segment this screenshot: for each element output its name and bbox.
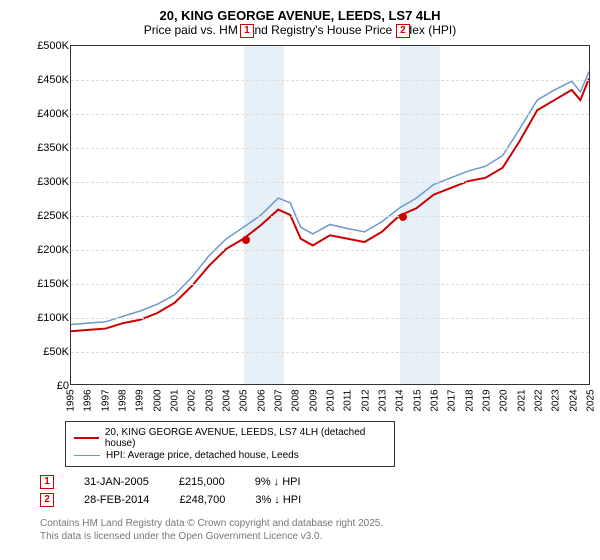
x-tick-label: 2009 [308,389,319,411]
y-tick-label: £450K [29,74,69,86]
legend-item-hpi: HPI: Average price, detached house, Leed… [74,450,386,461]
legend: 20, KING GEORGE AVENUE, LEEDS, LS7 4LH (… [65,421,395,467]
x-tick-label: 1997 [100,389,111,411]
x-tick-label: 2007 [274,389,285,411]
x-tick-label: 2000 [152,389,163,411]
x-tick-label: 2012 [360,389,371,411]
chart-subtitle: Price paid vs. HM Land Registry's House … [10,23,590,37]
gridline [71,352,589,353]
legend-item-price-paid: 20, KING GEORGE AVENUE, LEEDS, LS7 4LH (… [74,427,386,449]
x-tick-label: 2001 [170,389,181,411]
gridline [71,182,589,183]
x-tick-label: 1999 [135,389,146,411]
x-tick-label: 2020 [499,389,510,411]
sale-price: £248,700 [179,494,225,506]
y-tick-label: £100K [29,312,69,324]
x-tick-label: 2018 [464,389,475,411]
plot-region: £0£50K£100K£150K£200K£250K£300K£350K£400… [70,45,590,385]
chart-marker-label: 1 [240,24,254,38]
gridline [71,114,589,115]
sale-row: 2 28-FEB-2014 £248,700 3% ↓ HPI [40,493,590,507]
legend-label: HPI: Average price, detached house, Leed… [106,450,299,461]
chart-marker-label: 2 [396,24,410,38]
x-tick-label: 2014 [395,389,406,411]
sale-marker-icon: 1 [40,475,54,489]
x-tick-label: 2005 [239,389,250,411]
x-tick-label: 2019 [482,389,493,411]
series-price_paid [71,78,589,331]
x-tick-label: 2003 [204,389,215,411]
gridline [71,284,589,285]
gridline [71,250,589,251]
attribution-line: This data is licensed under the Open Gov… [40,530,590,543]
attribution: Contains HM Land Registry data © Crown c… [40,517,590,543]
x-tick-label: 2023 [551,389,562,411]
x-tick-label: 2002 [187,389,198,411]
sale-delta: 9% ↓ HPI [255,476,301,488]
sale-price: £215,000 [179,476,225,488]
x-tick-label: 2006 [256,389,267,411]
legend-swatch [74,455,100,456]
y-tick-label: £400K [29,108,69,120]
x-tick-label: 2021 [516,389,527,411]
x-tick-label: 2024 [568,389,579,411]
legend-label: 20, KING GEORGE AVENUE, LEEDS, LS7 4LH (… [105,427,386,449]
sale-data-rows: 1 31-JAN-2005 £215,000 9% ↓ HPI 2 28-FEB… [40,475,590,507]
y-tick-label: £200K [29,244,69,256]
chart-svg [71,46,589,384]
x-tick-label: 2022 [534,389,545,411]
sale-date: 31-JAN-2005 [84,476,149,488]
gridline [71,148,589,149]
y-tick-label: £250K [29,210,69,222]
x-tick-label: 1996 [83,389,94,411]
x-tick-label: 2025 [586,389,597,411]
sale-row: 1 31-JAN-2005 £215,000 9% ↓ HPI [40,475,590,489]
x-tick-label: 1998 [118,389,129,411]
gridline [71,216,589,217]
sale-date: 28-FEB-2014 [84,494,149,506]
chart-marker-dot [399,213,407,221]
legend-swatch [74,437,99,439]
gridline [71,80,589,81]
series-hpi [71,72,589,325]
x-tick-label: 1995 [66,389,77,411]
y-tick-label: £50K [29,346,69,358]
chart-marker-dot [242,236,250,244]
attribution-line: Contains HM Land Registry data © Crown c… [40,517,590,530]
y-tick-label: £300K [29,176,69,188]
y-tick-label: £500K [29,40,69,52]
y-tick-label: £350K [29,142,69,154]
x-tick-label: 2008 [291,389,302,411]
gridline [71,318,589,319]
x-tick-label: 2016 [430,389,441,411]
x-tick-label: 2015 [412,389,423,411]
y-tick-label: £150K [29,278,69,290]
chart-header: 20, KING GEORGE AVENUE, LEEDS, LS7 4LH P… [10,8,590,37]
y-tick-label: £0 [29,380,69,392]
x-tick-label: 2010 [326,389,337,411]
x-tick-label: 2013 [378,389,389,411]
x-tick-label: 2004 [222,389,233,411]
x-tick-label: 2011 [343,390,354,412]
sale-marker-icon: 2 [40,493,54,507]
x-tick-label: 2017 [447,389,458,411]
sale-delta: 3% ↓ HPI [255,494,301,506]
chart-title: 20, KING GEORGE AVENUE, LEEDS, LS7 4LH [10,8,590,23]
chart-area: £0 £50K £100K £150K £200K £250K £300K £350K £400… [30,45,590,415]
